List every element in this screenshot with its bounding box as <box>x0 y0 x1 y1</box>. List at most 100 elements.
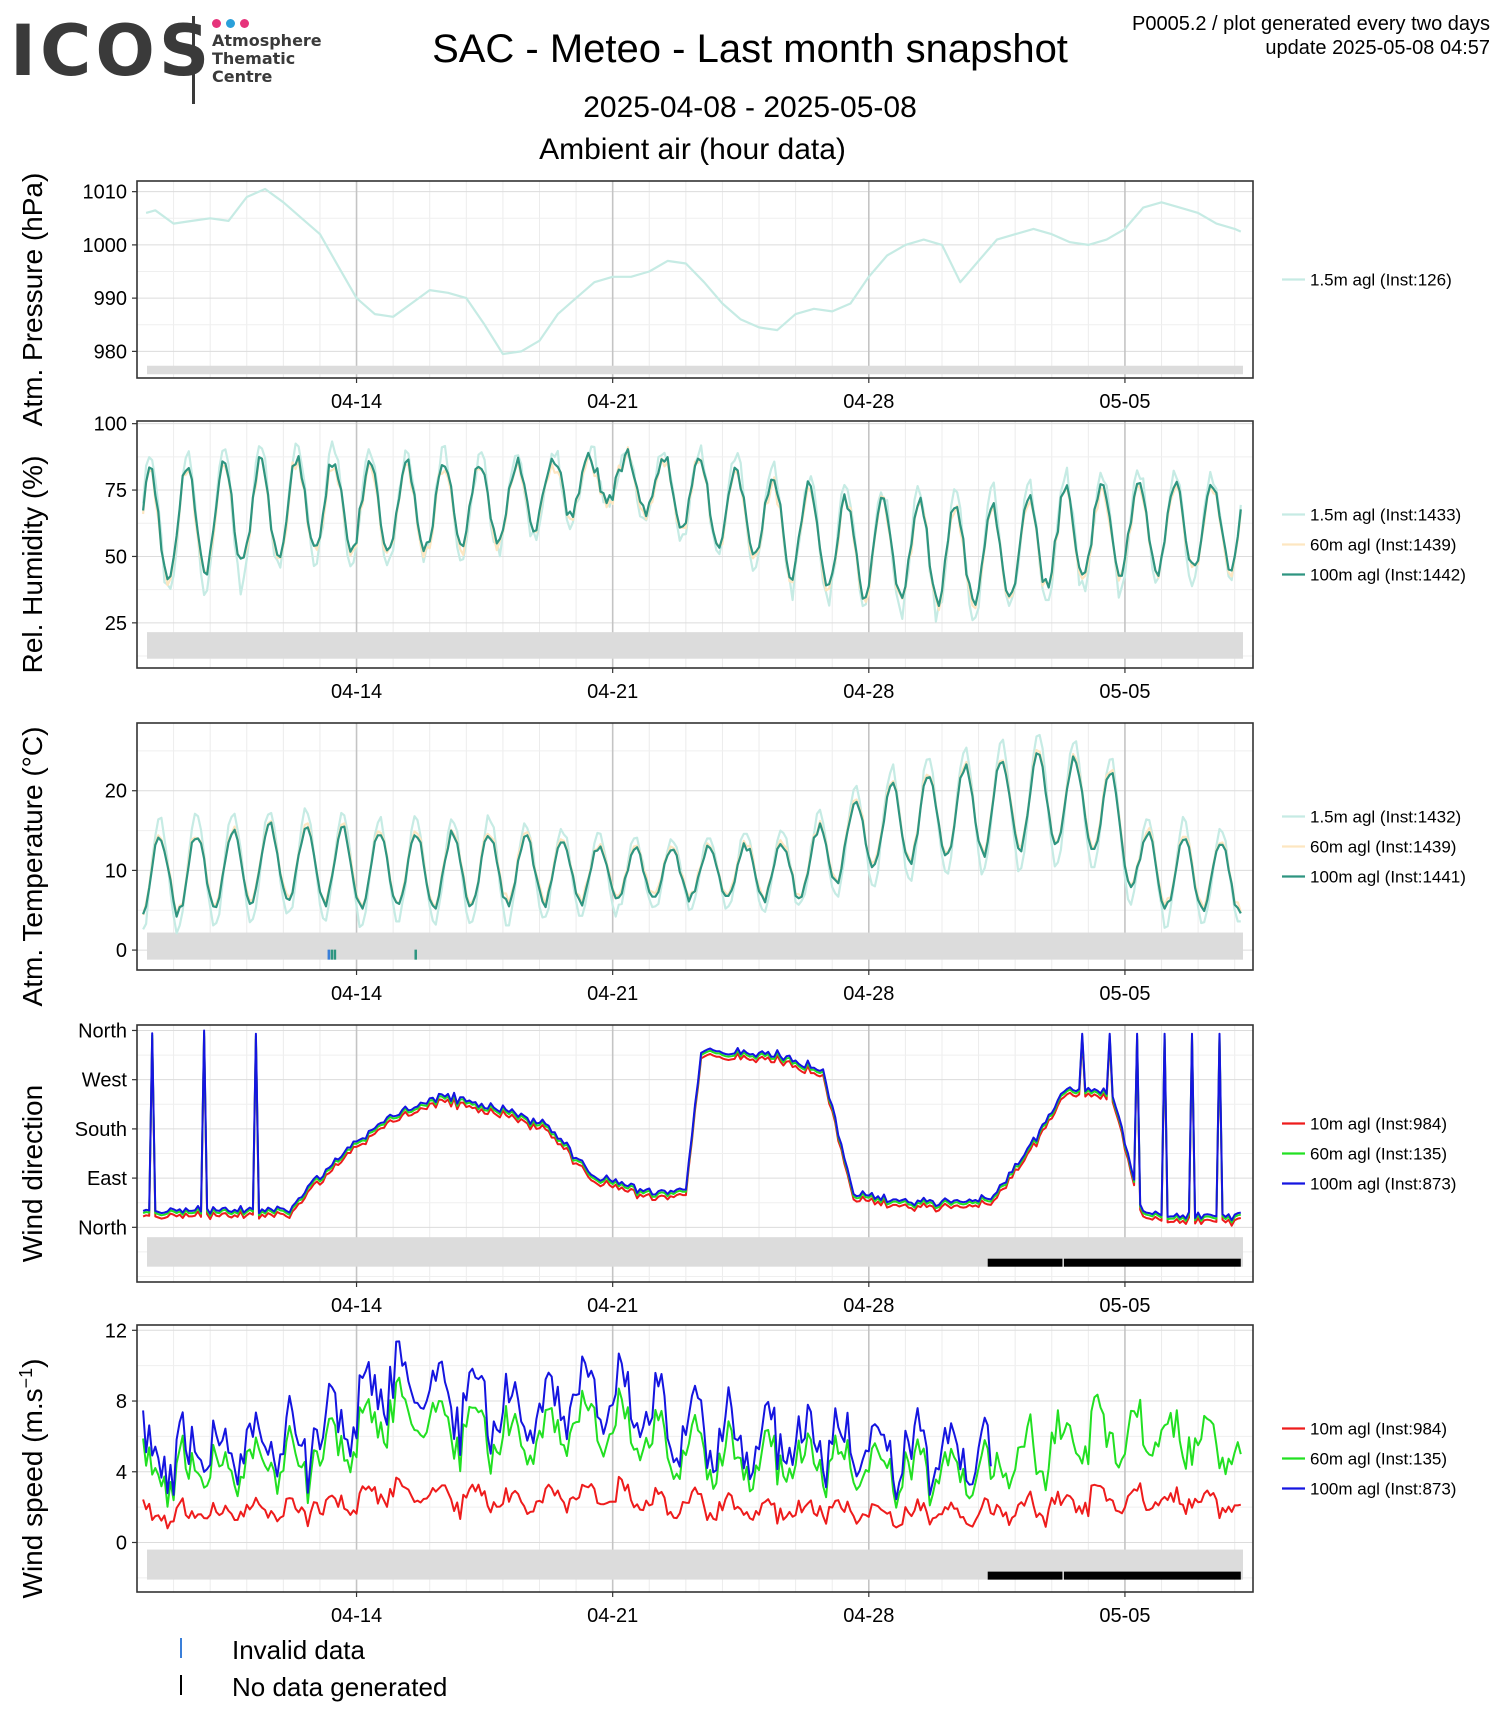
legend-label: 100m agl (Inst:1441) <box>1310 868 1466 887</box>
y-axis-title: Atm. Pressure (hPa) <box>17 173 48 427</box>
x-tick-label: 04-14 <box>331 391 382 413</box>
plot-metadata: P0005.2 / plot generated every two days … <box>1132 12 1490 60</box>
x-tick-label: 04-28 <box>843 1295 894 1317</box>
section-title: Ambient air (hour data) <box>539 133 846 166</box>
legend-label: 60m agl (Inst:135) <box>1310 1145 1447 1164</box>
logo-dot <box>212 19 221 28</box>
y-tick-label: North <box>78 1020 127 1042</box>
y-tick-label: 50 <box>105 546 127 568</box>
x-tick-label: 04-21 <box>587 1295 638 1317</box>
y-tick-label: West <box>82 1070 128 1092</box>
logo-line: Centre <box>212 67 273 86</box>
x-tick-label: 04-21 <box>587 391 638 413</box>
legend-label: 100m agl (Inst:873) <box>1310 1480 1456 1499</box>
y-tick-label: 8 <box>116 1391 127 1413</box>
page-title: SAC - Meteo - Last month snapshot <box>432 27 1068 71</box>
logo-dot <box>240 19 249 28</box>
series-line-2 <box>142 749 1242 916</box>
invalid-data-label: Invalid data <box>232 1635 365 1665</box>
series-line-3 <box>142 1029 1241 1222</box>
y-tick-label: 0 <box>116 1532 127 1554</box>
update-line: update 2025-05-08 04:57 <box>1265 37 1490 59</box>
x-tick-label: 05-05 <box>1099 1605 1150 1627</box>
no-data-icon <box>180 1675 182 1695</box>
chart-panel-3: 0 10 20 04-14 04-21 04-28 05-05 Atm. Temperatur… <box>17 722 1466 1007</box>
x-tick-label: 05-05 <box>1099 983 1150 1005</box>
header: ICOS Atmosphere Thematic Centre SAC - Me… <box>0 0 1500 175</box>
invalid-data-icon <box>180 1638 182 1658</box>
status-band <box>147 632 1243 659</box>
y-tick-label: 990 <box>94 288 127 310</box>
x-tick-label: 04-21 <box>587 681 638 703</box>
chart-panel-2: 25 50 75 100 04-14 04-21 04-28 05-05 Rel. Humidi… <box>17 414 1466 703</box>
series-line-1 <box>142 733 1241 935</box>
y-axis-title: Wind speed (m.s−1) <box>16 1359 48 1599</box>
x-tick-label: 04-14 <box>331 681 382 703</box>
plot-id-line: P0005.2 / plot generated every two days <box>1131 13 1490 35</box>
invalid-data-mark <box>333 949 337 960</box>
series-line-1 <box>142 440 1242 623</box>
logo-line: Thematic <box>212 49 296 68</box>
invalid-data-mark <box>327 949 331 960</box>
x-tick-label: 04-14 <box>331 983 382 1005</box>
x-tick-label: 04-21 <box>587 983 638 1005</box>
plot-border <box>136 1324 1254 1593</box>
y-tick-label: South <box>75 1119 127 1141</box>
plot-border <box>136 1024 1254 1283</box>
logo-subtitle: Atmosphere Thematic Centre <box>212 32 322 86</box>
legend-label: 100m agl (Inst:1442) <box>1310 566 1466 585</box>
x-tick-label: 04-28 <box>843 983 894 1005</box>
y-tick-label: 1000 <box>83 235 128 257</box>
chart-panel-5: 0 4 8 12 04-14 04-21 04-28 05-05 Wind speed (m.s… <box>16 1320 1456 1627</box>
legend-label: 100m agl (Inst:873) <box>1310 1175 1456 1194</box>
invalid-data-mark <box>414 949 417 960</box>
invalid-data-mark <box>330 949 334 960</box>
legend-label: 10m agl (Inst:984) <box>1310 1115 1447 1134</box>
series-line-1 <box>142 1475 1242 1530</box>
y-tick-label: North <box>78 1217 127 1239</box>
y-axis-title: Rel. Humidity (%) <box>17 456 48 674</box>
series-line-3 <box>142 448 1242 607</box>
x-tick-label: 04-21 <box>587 1605 638 1627</box>
legend-label: 60m agl (Inst:135) <box>1310 1450 1447 1469</box>
no-data-bar <box>987 1258 1063 1267</box>
legend-label: 1.5m agl (Inst:1432) <box>1310 808 1461 827</box>
x-tick-label: 05-05 <box>1099 1295 1150 1317</box>
plot-border <box>136 722 1254 971</box>
logo-line: Atmosphere <box>212 31 322 50</box>
y-axis-title: Atm. Temperature (°C) <box>17 727 48 1007</box>
series-line-2 <box>142 1376 1242 1509</box>
x-tick-label: 05-05 <box>1099 391 1150 413</box>
status-band <box>147 365 1243 375</box>
icos-logo: ICOS <box>10 10 214 92</box>
y-tick-label: 75 <box>105 480 127 502</box>
plot-border <box>136 180 1254 379</box>
no-data-bar <box>1063 1258 1241 1267</box>
y-tick-label: 980 <box>94 341 127 363</box>
x-tick-label: 04-14 <box>331 1605 382 1627</box>
y-tick-label: 25 <box>105 613 127 635</box>
series-line-3 <box>142 752 1242 918</box>
status-band <box>147 932 1243 960</box>
y-axis-title: Wind direction <box>17 1085 48 1262</box>
series-line-3 <box>142 1340 992 1501</box>
legend-label: 1.5m agl (Inst:126) <box>1310 271 1452 290</box>
x-tick-label: 04-28 <box>843 1605 894 1627</box>
y-tick-label: 0 <box>116 940 127 962</box>
y-tick-label: 10 <box>105 860 127 882</box>
logo-divider <box>192 16 195 104</box>
x-tick-label: 04-28 <box>843 391 894 413</box>
y-tick-label: 4 <box>116 1462 127 1484</box>
no-data-bar <box>987 1571 1063 1580</box>
y-tick-label: East <box>87 1168 127 1190</box>
y-tick-label: 20 <box>105 781 127 803</box>
x-tick-label: 05-05 <box>1099 681 1150 703</box>
date-range: 2025-04-08 - 2025-05-08 <box>583 91 917 124</box>
y-tick-label: 100 <box>94 414 127 436</box>
legend-label: 1.5m agl (Inst:1433) <box>1310 506 1461 525</box>
x-tick-label: 04-28 <box>843 681 894 703</box>
chart-panel-1: 980 990 1000 1010 04-14 04-21 04-28 05-05 Atm. P… <box>17 173 1452 427</box>
plot-border <box>136 420 1254 669</box>
x-tick-label: 04-14 <box>331 1295 382 1317</box>
